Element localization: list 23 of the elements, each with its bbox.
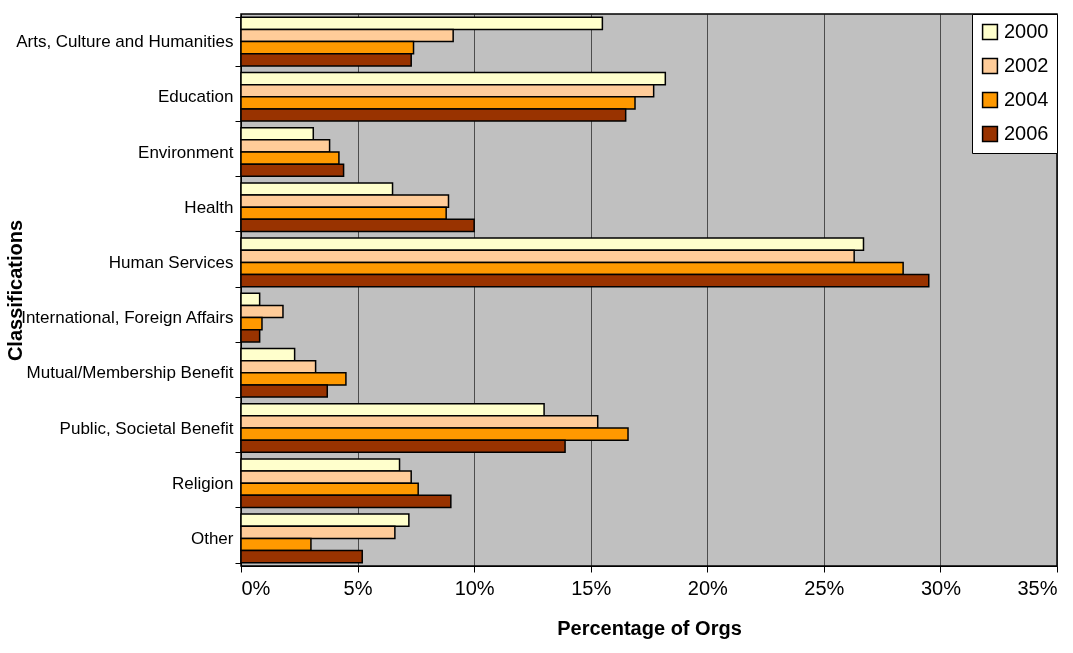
x-tick-label: 0% (241, 576, 271, 599)
y-tick-label: Arts, Culture and Humanities (16, 32, 234, 52)
x-axis-title: Percentage of Orgs (557, 616, 742, 639)
x-tick-label: 25% (804, 576, 845, 599)
x-tick-label: 20% (687, 576, 729, 599)
y-tick-label: Other (190, 528, 234, 548)
x-tick-label: 5% (343, 576, 373, 599)
y-tick-label: Environment (138, 142, 234, 162)
legend-label: 2000 (1004, 20, 1049, 42)
y-tick-label: Religion (172, 473, 234, 493)
legend-label: 2002 (1004, 54, 1049, 76)
y-tick-label: Human Services (108, 252, 234, 272)
y-tick-label: Public, Societal Benefit (59, 418, 234, 438)
y-tick-label: Mutual/Membership Benefit (26, 363, 234, 383)
y-tick-label: Health (184, 197, 234, 217)
x-tick-label: 15% (571, 576, 612, 599)
x-tick-label: 35% (1017, 576, 1058, 599)
y-tick-label: Education (157, 87, 234, 107)
legend-label: 2006 (1004, 122, 1049, 144)
x-tick-label: 10% (454, 576, 495, 599)
x-tick-label: 30% (920, 576, 962, 599)
legend-label: 2004 (1004, 88, 1049, 110)
y-tick-label: International, Foreign Affairs (21, 308, 234, 328)
